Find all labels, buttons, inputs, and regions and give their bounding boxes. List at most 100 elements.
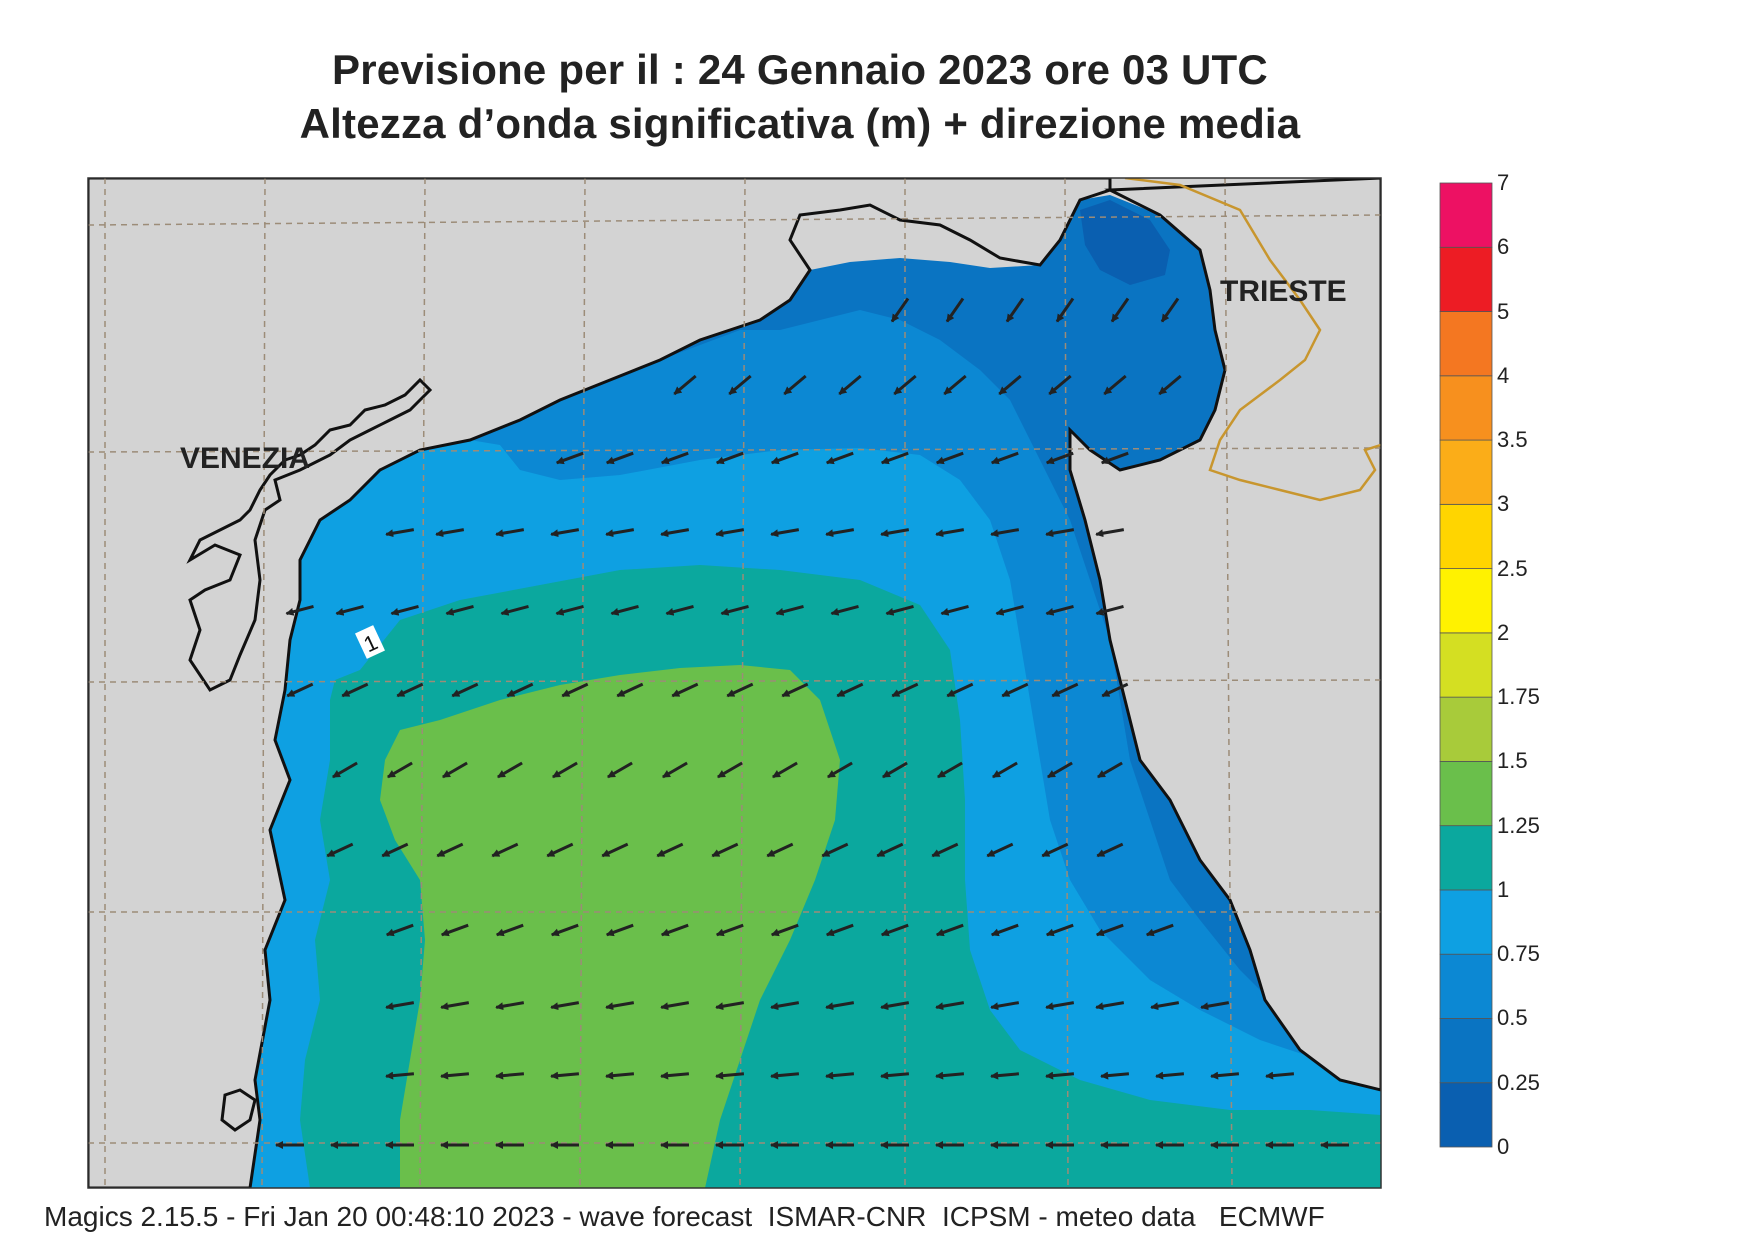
wave-direction-arrow — [385, 1001, 415, 1011]
wave-direction-arrow — [550, 528, 580, 538]
wave-direction-arrow — [1100, 451, 1129, 465]
wave-direction-arrow — [440, 1071, 470, 1080]
wave-direction-arrow — [882, 761, 908, 779]
wave-direction-arrow — [665, 604, 694, 616]
wave-direction-arrow — [286, 682, 314, 698]
wave-direction-arrow — [495, 923, 524, 937]
wave-direction-arrow — [1045, 1001, 1075, 1011]
wave-direction-arrow — [990, 528, 1020, 538]
wave-direction-arrow — [1051, 682, 1079, 698]
wave-direction-arrow — [943, 374, 967, 396]
wave-direction-arrow — [436, 842, 464, 858]
wave-direction-arrow — [1145, 923, 1174, 937]
colorbar-swatch — [1439, 761, 1493, 827]
contour-label: 1 — [355, 625, 385, 659]
wave-direction-arrow — [825, 1001, 855, 1011]
colorbar-tick-label: 0.5 — [1497, 1005, 1528, 1031]
wave-direction-arrow — [825, 528, 855, 538]
colorbar-tick-label: 0.25 — [1497, 1069, 1540, 1095]
wave-direction-arrow — [1001, 682, 1029, 698]
city-label-trieste: TRIESTE — [1220, 275, 1347, 308]
wave-direction-arrow — [495, 528, 525, 538]
wave-direction-arrow — [821, 842, 849, 858]
wave-direction-arrow — [285, 604, 314, 616]
wave-direction-arrow — [442, 761, 468, 779]
wave-direction-arrow — [770, 528, 800, 538]
wave-direction-arrow — [715, 923, 744, 937]
wave-direction-arrow — [827, 761, 853, 779]
wave-direction-arrow — [605, 528, 635, 538]
wave-direction-arrow — [935, 923, 964, 937]
wave-direction-arrow — [673, 374, 697, 396]
wave-direction-arrow — [1047, 761, 1073, 779]
wave-direction-arrow — [495, 1071, 525, 1080]
wave-direction-arrow — [656, 842, 684, 858]
wave-direction-arrow — [772, 761, 798, 779]
colorbar-swatch — [1439, 1082, 1493, 1148]
wave-direction-arrow — [1096, 842, 1124, 858]
wave-direction-arrow — [893, 374, 917, 396]
wave-direction-arrow — [1045, 604, 1074, 616]
wave-direction-arrow — [770, 1071, 800, 1080]
wave-direction-arrow — [660, 451, 689, 465]
wave-direction-arrow — [770, 1001, 800, 1011]
colorbar-tick-label: 4 — [1497, 362, 1510, 388]
wave-direction-arrow — [715, 1071, 745, 1080]
wave-direction-arrow — [720, 604, 749, 616]
wave-direction-arrow — [992, 761, 1018, 779]
colorbar-tick-label: 3 — [1497, 491, 1510, 517]
delta-island — [220, 1088, 257, 1132]
wave-direction-arrow — [880, 528, 910, 538]
wave-direction-arrow — [555, 451, 584, 465]
colorbar-swatch — [1439, 1018, 1493, 1084]
wave-direction-arrow — [880, 451, 909, 465]
wave-direction-arrow — [836, 682, 864, 698]
wave-direction-arrow — [605, 1001, 635, 1011]
wave-direction-arrow — [1101, 682, 1129, 698]
wave-direction-arrow — [715, 1001, 745, 1011]
wave-direction-arrow — [381, 842, 409, 858]
wave-direction-arrow — [935, 1001, 965, 1011]
wave-direction-arrow — [728, 374, 752, 396]
colorbar-swatch — [1439, 503, 1493, 570]
wave-direction-arrow — [990, 923, 1019, 937]
wave-direction-arrow — [783, 374, 807, 396]
wave-direction-arrow — [491, 842, 519, 858]
colorbar-swatch — [1439, 696, 1493, 762]
wave-direction-arrow — [937, 761, 963, 779]
wave-direction-arrow — [605, 923, 634, 937]
wave-direction-arrow — [1095, 923, 1124, 937]
wave-direction-arrow — [1055, 297, 1075, 323]
title-line-2: Altezza d’onda significativa (m) + direz… — [299, 100, 1301, 147]
wave-direction-arrow — [387, 761, 413, 779]
wave-direction-arrow — [715, 528, 745, 538]
colorbar-swatch — [1439, 825, 1493, 891]
wave-direction-arrow — [1045, 451, 1074, 465]
wave-direction-arrow — [326, 842, 354, 858]
wave-direction-arrow — [935, 528, 965, 538]
wave-direction-arrow — [1100, 1071, 1130, 1080]
wave-direction-arrow — [880, 923, 909, 937]
colorbar-tick-label: 1.5 — [1497, 748, 1528, 774]
wave-direction-arrow — [717, 761, 743, 779]
colorbar-tick-label: 2 — [1497, 619, 1510, 645]
wave-direction-arrow — [396, 682, 424, 698]
wave-direction-arrow — [495, 1001, 525, 1011]
colorbar-tick-label: 1.75 — [1497, 684, 1540, 710]
wave-direction-arrow — [555, 604, 584, 616]
wave-direction-arrow — [552, 761, 578, 779]
wave-direction-arrow — [445, 604, 474, 616]
wave-direction-arrow — [671, 682, 699, 698]
graticule — [88, 178, 1381, 1188]
colorbar-swatch — [1439, 182, 1493, 248]
lagoon-islands — [186, 377, 433, 692]
colorbar-swatch — [1439, 375, 1493, 441]
wave-direction-arrow — [390, 604, 419, 616]
wave-direction-arrow — [838, 374, 862, 396]
wave-direction-arrow — [876, 842, 904, 858]
wave-direction-arrow — [825, 451, 854, 465]
colorbar-swatch — [1439, 632, 1493, 698]
wave-direction-arrow — [332, 761, 358, 779]
